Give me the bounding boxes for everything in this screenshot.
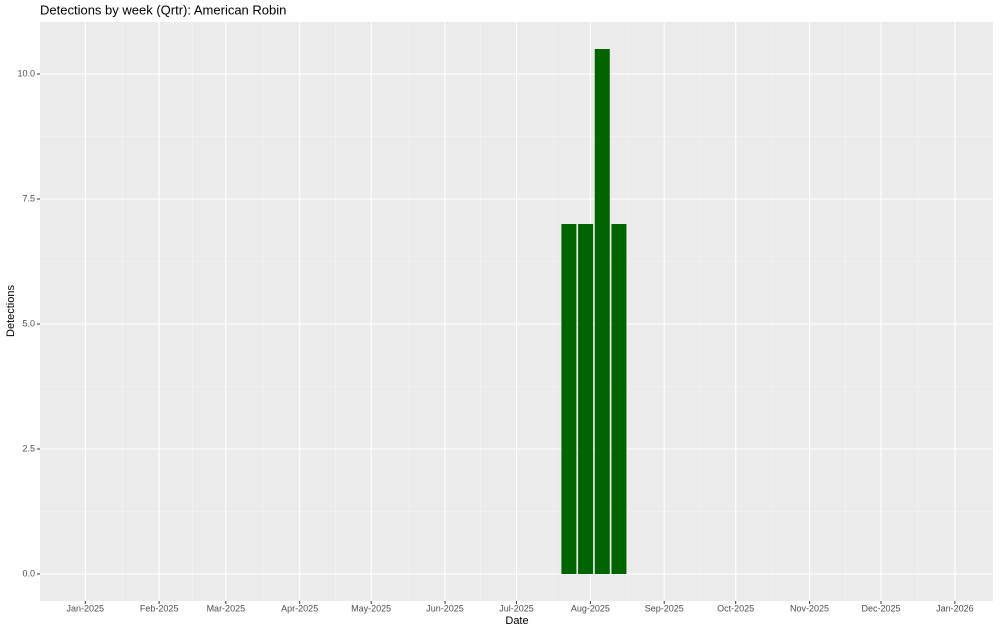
bar [561, 224, 577, 574]
x-tick-label: Apr-2025 [281, 603, 318, 613]
x-tick-label: Mar-2025 [207, 603, 246, 613]
bar [578, 224, 594, 574]
bar [594, 49, 610, 574]
bar [611, 224, 627, 574]
y-axis-title: Detections [5, 285, 17, 337]
x-tick-label: Oct-2025 [717, 603, 754, 613]
x-tick-label: Jan-2025 [67, 603, 105, 613]
x-tick-label: May-2025 [351, 603, 391, 613]
x-tick-label: Jun-2025 [426, 603, 464, 613]
x-tick-label: Aug-2025 [571, 603, 610, 613]
x-axis-title: Date [505, 615, 528, 627]
x-tick-label: Nov-2025 [790, 603, 829, 613]
x-tick-label: Sep-2025 [645, 603, 684, 613]
y-tick-label: 2.5 [22, 443, 35, 453]
y-tick-label: 7.5 [22, 193, 35, 203]
x-tick-label: Jan-2026 [936, 603, 974, 613]
y-tick-label: 10.0 [17, 68, 35, 78]
x-tick-label: Feb-2025 [140, 603, 179, 613]
y-tick-label: 5.0 [22, 318, 35, 328]
y-tick-label: 0.0 [22, 568, 35, 578]
x-tick-label: Dec-2025 [862, 603, 901, 613]
chart-title: Detections by week (Qrtr): American Robi… [40, 2, 286, 17]
x-tick-label: Jul-2025 [499, 603, 534, 613]
